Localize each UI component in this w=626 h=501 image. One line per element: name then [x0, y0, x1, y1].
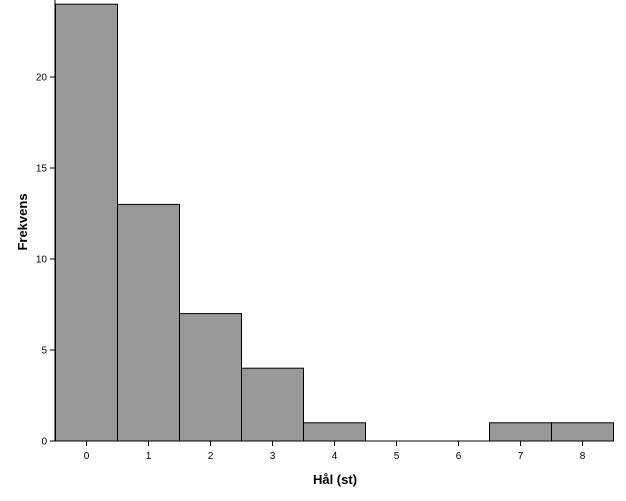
x-tick-label: 7 [518, 451, 524, 462]
bar-4 [303, 422, 366, 442]
x-tick-label: 1 [146, 451, 152, 462]
x-axis-title: Hål (st) [313, 472, 357, 487]
y-axis: 0 5 10 15 20 [36, 0, 56, 448]
bar-0 [55, 3, 118, 442]
y-tick-label: 10 [36, 255, 48, 266]
y-axis-title: Frekvens [15, 193, 30, 250]
x-tick-label: 5 [394, 451, 400, 462]
bar-3 [241, 367, 304, 442]
bars-group [55, 3, 614, 442]
x-tick-label: 3 [270, 451, 276, 462]
y-tick-label: 15 [36, 164, 48, 175]
x-axis: 0 1 2 3 4 5 6 7 8 [55, 440, 613, 462]
x-tick-label: 2 [208, 451, 214, 462]
y-tick-label: 20 [36, 73, 48, 84]
y-tick-label: 0 [41, 437, 47, 448]
x-tick-label: 8 [580, 451, 586, 462]
x-tick-label: 4 [332, 451, 338, 462]
x-tick-label: 0 [84, 451, 90, 462]
bar-7 [489, 422, 552, 442]
y-tick-label: 5 [41, 346, 47, 357]
bar-8 [551, 422, 614, 442]
x-tick-label: 6 [456, 451, 462, 462]
bar-2 [179, 313, 242, 442]
bar-1 [117, 203, 180, 442]
